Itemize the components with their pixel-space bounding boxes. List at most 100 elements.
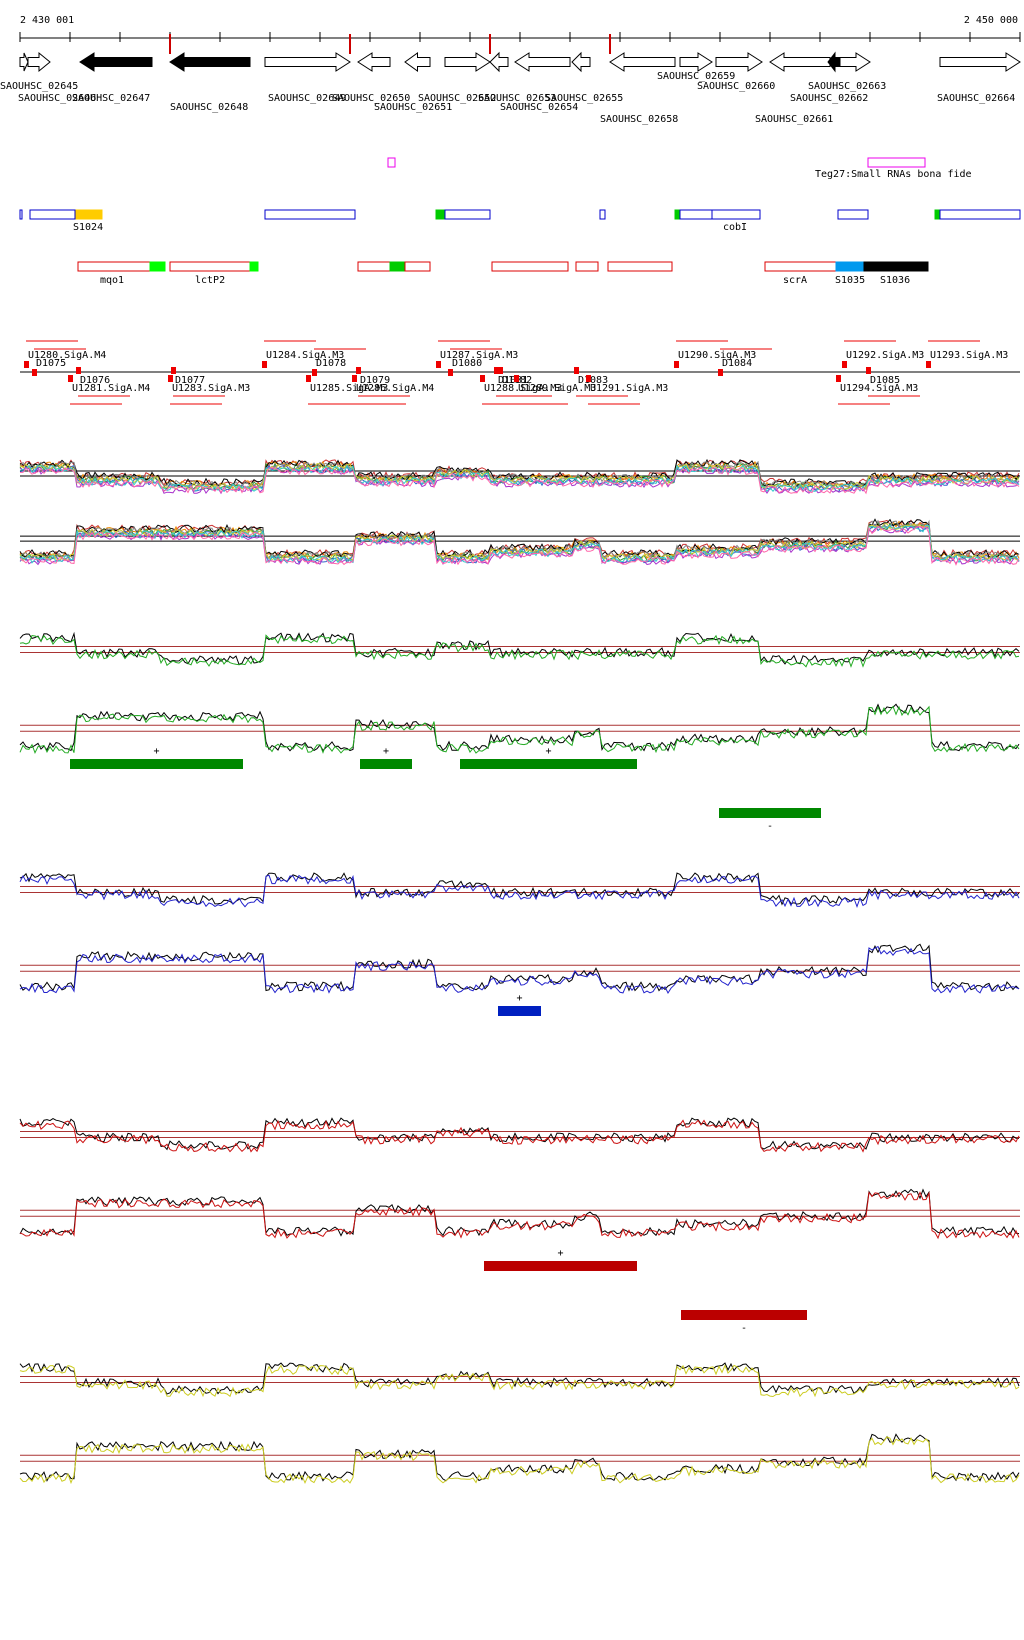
signal-line	[19, 1191, 1020, 1240]
gene-label: SAOUHSC_02653	[478, 93, 556, 104]
feature	[679, 209, 713, 220]
strand-bar	[70, 759, 243, 769]
strand-bar	[360, 759, 412, 769]
promoter-mark	[498, 367, 503, 374]
promoter-label: D1078	[316, 358, 346, 369]
ruler-label: 2 430 001	[20, 15, 74, 26]
gene-arrow	[571, 51, 591, 73]
gene-label: SAOUHSC_02647	[72, 93, 150, 104]
feature	[435, 209, 446, 220]
promoter-mark	[312, 369, 317, 376]
promoter-label: D1081	[498, 375, 528, 386]
strand-label: +	[545, 746, 551, 757]
gene-arrow	[679, 52, 713, 72]
feature-label: S1024	[73, 222, 103, 233]
feature-label: mqo1	[100, 275, 124, 286]
signal-line	[20, 466, 1020, 495]
promoter-label: U1294.SigA.M3	[840, 383, 918, 394]
promoter-mark	[448, 369, 453, 376]
promoter-label: U1288.SigA.M3	[484, 383, 562, 394]
srna-label: Teg27:Small RNAs bona fide	[815, 169, 972, 180]
feature	[19, 209, 23, 220]
gene-label: SAOUHSC_02663	[808, 81, 886, 92]
promoter-label: U1289.SigA.M3	[518, 383, 596, 394]
strand-label: +	[516, 993, 522, 1004]
promoter-label: D1077	[175, 375, 205, 386]
promoter-mark	[306, 375, 311, 382]
signal-line	[19, 518, 1020, 558]
signal-line	[19, 1364, 1020, 1398]
promoter-label: D1084	[722, 358, 752, 369]
gene-label: SAOUHSC_02655	[545, 93, 623, 104]
promoter-label: D1079	[360, 375, 390, 386]
promoter-label: U1291.SigA.M3	[590, 383, 668, 394]
gene-arrow	[839, 52, 871, 72]
strand-label: +	[383, 746, 389, 757]
feature	[491, 261, 569, 272]
feature	[711, 209, 761, 220]
promoter-label: D1076	[80, 375, 110, 386]
feature-label: lctP2	[195, 275, 225, 286]
feature	[934, 209, 941, 220]
feature	[75, 209, 103, 220]
gene-arrow	[939, 52, 1021, 72]
gene-arrow	[715, 52, 763, 72]
gene-arrow	[404, 52, 431, 72]
signal-line	[19, 462, 1020, 491]
promoter-label: D1085	[870, 375, 900, 386]
promoter-mark	[866, 367, 871, 374]
gene-label: SAOUHSC_02660	[697, 81, 775, 92]
feature	[149, 261, 166, 272]
gene-label: SAOUHSC_02651	[374, 102, 452, 113]
gene-arrow	[444, 52, 491, 72]
feature	[764, 261, 837, 272]
promoter-label: D1083	[578, 375, 608, 386]
promoter-mark	[514, 375, 519, 382]
signal-line	[19, 874, 1020, 908]
strand-bar	[681, 1310, 807, 1320]
gene-label: SAOUHSC_02661	[755, 114, 833, 125]
feature	[249, 261, 259, 272]
promoter-label: U1280.SigA.M4	[28, 350, 106, 361]
promoter-mark	[586, 375, 591, 382]
feature	[599, 209, 606, 220]
signal-line	[19, 631, 1020, 666]
gene-arrow	[79, 52, 153, 72]
feature	[575, 261, 599, 272]
signal-line	[19, 943, 1020, 992]
gene-label: SAOUHSC_02658	[600, 114, 678, 125]
strand-label: -	[767, 821, 773, 832]
feature-label: S1036	[880, 275, 910, 286]
promoter-mark	[480, 375, 485, 382]
promoter-label: D1080	[452, 358, 482, 369]
signal-line	[19, 525, 1020, 566]
gene-arrow	[514, 52, 571, 72]
feature	[835, 261, 865, 272]
feature	[863, 261, 929, 272]
gene-arrow	[19, 52, 29, 72]
srna	[867, 157, 926, 168]
signal-line	[19, 945, 1020, 995]
feature	[264, 209, 356, 220]
gene-label: SAOUHSC_02659	[657, 71, 735, 82]
promoter-mark	[356, 367, 361, 374]
promoter-mark	[168, 375, 173, 382]
gene-label: SAOUHSC_02650	[332, 93, 410, 104]
promoter-mark	[836, 375, 841, 382]
ruler-label: 2 450 000	[964, 15, 1018, 26]
promoter-label: U1281.SigA.M4	[72, 383, 150, 394]
strand-bar	[484, 1261, 637, 1271]
signal-line	[19, 1436, 1020, 1485]
feature	[674, 209, 681, 220]
strand-label: +	[557, 1248, 563, 1259]
promoter-label: U1292.SigA.M3	[846, 350, 924, 361]
promoter-label: U1284.SigA.M3	[266, 350, 344, 361]
feature	[77, 261, 151, 272]
feature	[169, 261, 251, 272]
promoter-mark	[171, 367, 176, 374]
signal-line	[19, 1188, 1020, 1237]
gene-arrow	[609, 52, 676, 72]
promoter-label: U1287.SigA.M3	[440, 350, 518, 361]
